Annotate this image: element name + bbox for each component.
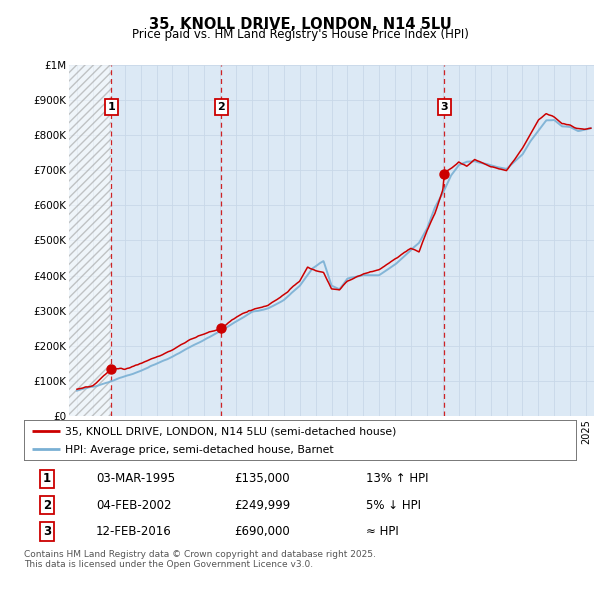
- Text: 35, KNOLL DRIVE, LONDON, N14 5LU: 35, KNOLL DRIVE, LONDON, N14 5LU: [149, 17, 451, 31]
- Text: 2: 2: [218, 102, 225, 112]
- Text: 03-MAR-1995: 03-MAR-1995: [96, 473, 175, 486]
- Text: 04-FEB-2002: 04-FEB-2002: [96, 499, 171, 512]
- Text: 35, KNOLL DRIVE, LONDON, N14 5LU (semi-detached house): 35, KNOLL DRIVE, LONDON, N14 5LU (semi-d…: [65, 427, 397, 437]
- Text: 3: 3: [440, 102, 448, 112]
- Text: 1: 1: [107, 102, 115, 112]
- Text: Contains HM Land Registry data © Crown copyright and database right 2025.
This d: Contains HM Land Registry data © Crown c…: [24, 550, 376, 569]
- Text: ≈ HPI: ≈ HPI: [366, 525, 399, 537]
- Text: HPI: Average price, semi-detached house, Barnet: HPI: Average price, semi-detached house,…: [65, 445, 334, 455]
- Text: 5% ↓ HPI: 5% ↓ HPI: [366, 499, 421, 512]
- Text: 13% ↑ HPI: 13% ↑ HPI: [366, 473, 429, 486]
- Text: £135,000: £135,000: [234, 473, 289, 486]
- Text: 1: 1: [43, 473, 51, 486]
- Text: 2: 2: [43, 499, 51, 512]
- Text: 3: 3: [43, 525, 51, 537]
- Text: 12-FEB-2016: 12-FEB-2016: [96, 525, 172, 537]
- Text: £690,000: £690,000: [234, 525, 290, 537]
- Bar: [69, 65, 112, 416]
- Text: Price paid vs. HM Land Registry's House Price Index (HPI): Price paid vs. HM Land Registry's House …: [131, 28, 469, 41]
- Text: £249,999: £249,999: [234, 499, 290, 512]
